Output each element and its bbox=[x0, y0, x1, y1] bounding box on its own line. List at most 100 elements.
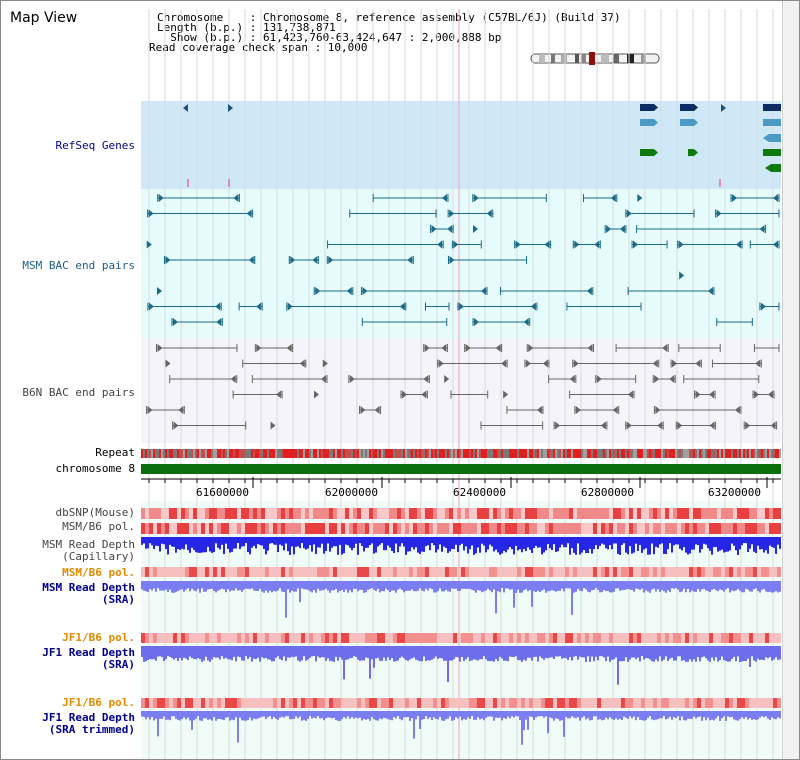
polymorphism-cell bbox=[477, 633, 481, 643]
read-depth-bar bbox=[325, 537, 327, 552]
read-depth-bar bbox=[191, 711, 193, 730]
bac-arrow bbox=[473, 194, 479, 202]
repeat-segment bbox=[693, 449, 695, 458]
read-depth-bar bbox=[277, 646, 279, 657]
polymorphism-cell bbox=[481, 508, 485, 519]
repeat-segment bbox=[447, 449, 449, 458]
read-depth-bar bbox=[777, 537, 779, 545]
repeat-segment bbox=[757, 449, 759, 458]
polymorphism-cell bbox=[293, 567, 297, 577]
repeat-segment bbox=[517, 449, 519, 458]
polymorphism-cell bbox=[165, 698, 169, 708]
polymorphism-cell bbox=[289, 523, 293, 534]
chromosome-ideogram[interactable] bbox=[529, 51, 663, 67]
read-depth-bar bbox=[747, 537, 749, 552]
polymorphism-cell bbox=[697, 523, 701, 534]
read-depth-bar bbox=[659, 646, 661, 657]
repeat-segment bbox=[309, 449, 311, 458]
repeat-segment bbox=[307, 449, 309, 458]
read-depth-bar bbox=[713, 646, 715, 661]
read-depth-bar bbox=[737, 537, 739, 555]
polymorphism-cell bbox=[545, 633, 549, 643]
read-depth-bar bbox=[681, 646, 683, 661]
repeat-segment bbox=[609, 449, 611, 458]
repeat-segment bbox=[599, 449, 601, 458]
polymorphism-cell bbox=[177, 508, 181, 519]
read-depth-bar bbox=[185, 711, 187, 720]
polymorphism-cell bbox=[437, 523, 441, 534]
polymorphism-cell bbox=[601, 633, 605, 643]
repeat-segment bbox=[489, 449, 491, 458]
polymorphism-cell bbox=[437, 698, 441, 708]
repeat-segment bbox=[653, 449, 655, 458]
bac-arrow bbox=[755, 359, 761, 368]
polymorphism-cell bbox=[525, 567, 529, 577]
polymorphism-cell bbox=[197, 698, 201, 708]
read-depth-bar bbox=[349, 581, 351, 591]
read-depth-bar bbox=[285, 581, 287, 618]
read-depth-bar bbox=[619, 581, 621, 591]
read-depth-bar bbox=[163, 537, 165, 545]
polymorphism-cell bbox=[773, 523, 777, 534]
polymorphism-cell bbox=[665, 523, 669, 534]
read-depth-bar bbox=[719, 711, 721, 721]
polymorphism-cell bbox=[773, 633, 777, 643]
read-depth-bar bbox=[777, 581, 779, 593]
read-depth-bar bbox=[481, 646, 483, 660]
polymorphism-cell bbox=[721, 698, 725, 708]
polymorphism-cell bbox=[701, 567, 705, 577]
polymorphism-cell bbox=[393, 567, 397, 577]
read-depth-bar bbox=[603, 537, 605, 545]
read-depth-bar bbox=[379, 711, 381, 719]
repeat-segment bbox=[749, 449, 751, 458]
polymorphism-cell bbox=[389, 523, 393, 534]
read-depth-bar bbox=[267, 581, 269, 593]
read-depth-bar bbox=[489, 646, 491, 661]
read-depth-bar bbox=[375, 711, 377, 721]
polymorphism-cell bbox=[533, 523, 537, 534]
polymorphism-cell bbox=[173, 523, 177, 534]
polymorphism-cell bbox=[497, 567, 501, 577]
polymorphism-cell bbox=[209, 567, 213, 577]
polymorphism-cell bbox=[633, 633, 637, 643]
vertical-scrollbar[interactable] bbox=[782, 1, 799, 759]
read-depth-bar bbox=[501, 537, 503, 554]
read-depth-bar bbox=[495, 711, 497, 718]
read-depth-bar bbox=[161, 581, 163, 591]
repeat-segment bbox=[485, 449, 487, 458]
read-depth-bar bbox=[323, 646, 325, 658]
read-depth-bar bbox=[511, 581, 513, 590]
read-depth-bar bbox=[483, 537, 485, 546]
bac-arrow bbox=[322, 359, 328, 368]
polymorphism-cell bbox=[277, 523, 281, 534]
polymorphism-cell bbox=[737, 633, 741, 643]
polymorphism-cell bbox=[237, 698, 241, 708]
read-depth-bar bbox=[471, 537, 473, 546]
read-depth-bar bbox=[581, 711, 583, 718]
polymorphism-cell bbox=[441, 508, 445, 519]
read-depth-bar bbox=[615, 711, 617, 719]
repeat-segment bbox=[289, 449, 291, 458]
polymorphism-cell bbox=[453, 523, 457, 534]
polymorphism-cell bbox=[377, 567, 381, 577]
repeat-segment bbox=[351, 449, 353, 458]
b6n-bac-track[interactable] bbox=[141, 339, 781, 443]
repeat-segment bbox=[201, 449, 203, 458]
read-depth-bar bbox=[177, 537, 179, 549]
read-depth-bar bbox=[591, 537, 593, 554]
polymorphism-cell bbox=[577, 633, 581, 643]
read-depth-bar bbox=[169, 711, 171, 721]
read-depth-bar bbox=[265, 646, 267, 658]
read-depth-bar bbox=[675, 646, 677, 661]
read-depth-bar bbox=[709, 711, 711, 721]
read-depth-bar bbox=[669, 711, 671, 717]
read-depth-bar bbox=[513, 711, 515, 718]
read-depth-bar bbox=[313, 581, 315, 591]
read-depth-bar bbox=[199, 581, 201, 593]
read-depth-bar bbox=[567, 537, 569, 544]
read-depth-bar bbox=[255, 711, 257, 720]
refseq-track[interactable] bbox=[141, 101, 781, 189]
read-depth-bar bbox=[457, 646, 459, 658]
strand-arrow bbox=[694, 149, 698, 156]
